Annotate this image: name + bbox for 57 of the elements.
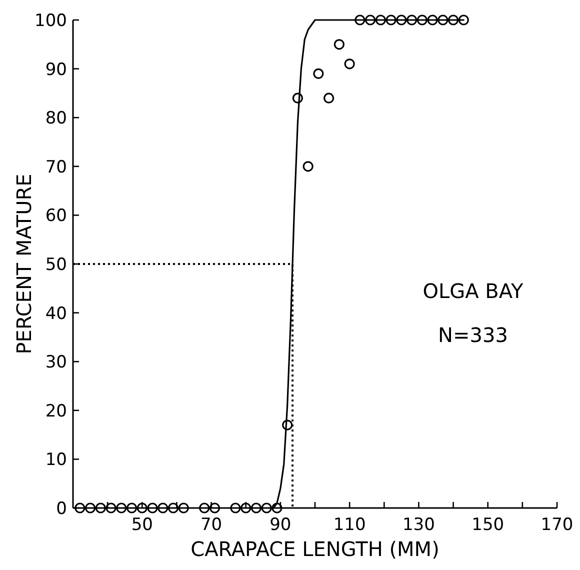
point <box>396 14 407 26</box>
point <box>292 92 304 104</box>
point <box>178 502 189 514</box>
point <box>354 14 366 26</box>
y-tick-label: 70 <box>45 157 67 178</box>
x-tick-label: 90 <box>270 515 292 535</box>
point <box>282 420 293 430</box>
y-tick-label: 80 <box>45 108 67 129</box>
point <box>458 14 469 26</box>
x-tick-label: 130 <box>402 515 435 535</box>
y-tick-label: 20 <box>45 401 67 422</box>
point <box>106 502 116 514</box>
point <box>448 14 459 26</box>
point <box>334 39 344 50</box>
y-axis-title: PERCENT MATURE <box>12 174 36 354</box>
point <box>313 68 324 79</box>
y-tick-label: 60 <box>45 206 67 226</box>
point <box>427 14 438 26</box>
point <box>147 502 158 514</box>
point <box>230 502 241 514</box>
annotation: OLGA BAY <box>422 279 524 303</box>
point <box>324 92 334 104</box>
point <box>168 502 179 514</box>
point <box>344 58 355 70</box>
point <box>126 502 138 514</box>
x-tick-label: 110 <box>333 515 366 535</box>
annotation: N=333 <box>438 323 508 347</box>
y-tick-label: 30 <box>45 352 67 373</box>
point <box>136 502 148 514</box>
point <box>365 14 376 26</box>
point <box>375 14 386 26</box>
x-tick-label: 150 <box>472 515 504 535</box>
point <box>261 502 272 514</box>
point <box>386 14 396 26</box>
point <box>406 14 418 26</box>
point <box>95 502 106 514</box>
y-tick-label: 90 <box>45 60 67 80</box>
point <box>199 502 210 514</box>
y-tick-label: 50 <box>45 254 67 275</box>
point <box>116 502 127 514</box>
point <box>84 502 96 514</box>
point <box>209 502 220 514</box>
point <box>158 502 168 514</box>
point <box>438 14 448 26</box>
point <box>302 161 314 172</box>
x-tick-label: 170 <box>540 515 574 535</box>
x-axis-title: CARAPACE LENGTH (MM) <box>190 537 440 561</box>
x-tick-label: 50 <box>131 515 153 535</box>
y-tick-label: 40 <box>45 304 67 324</box>
point <box>240 502 252 514</box>
x-tick-label: 70 <box>200 515 222 535</box>
y-tick-label: 0 <box>56 498 67 519</box>
point <box>250 502 262 514</box>
y-tick-label: 100 <box>34 10 67 31</box>
point <box>416 14 428 26</box>
y-tick-label: 10 <box>45 450 67 470</box>
point <box>272 502 282 514</box>
